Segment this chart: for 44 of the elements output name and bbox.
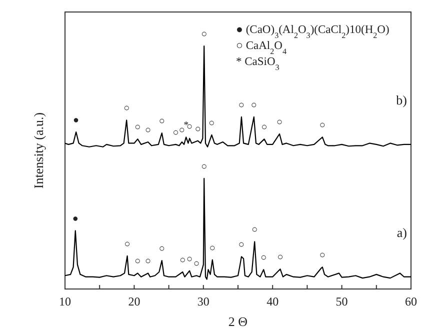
annotation: ○ bbox=[250, 99, 257, 110]
annotation: ○ bbox=[201, 160, 208, 172]
annotation: ○ bbox=[238, 99, 244, 110]
annotation: ○ bbox=[180, 254, 186, 266]
annotation: ○ bbox=[178, 124, 185, 136]
annotation: ○ bbox=[319, 120, 326, 131]
x-tick-label: 10 bbox=[59, 294, 71, 309]
annotation: ○ bbox=[208, 117, 215, 128]
text: b) bbox=[396, 92, 407, 108]
annotation: ○ bbox=[124, 102, 130, 114]
annotation: ○ bbox=[186, 120, 193, 132]
annotation: ○ bbox=[194, 123, 201, 134]
annotation: ○ bbox=[124, 238, 130, 250]
x-tick-label: 40 bbox=[266, 294, 279, 309]
x-tick-label: 50 bbox=[336, 294, 348, 309]
x-tick-label: 30 bbox=[197, 294, 210, 309]
annotation: ○ bbox=[238, 239, 244, 250]
annotation: ○ bbox=[209, 242, 216, 254]
x-tick-label: 60 bbox=[405, 294, 417, 309]
x-axis-title: 2 Θ bbox=[228, 314, 248, 329]
x-tick-label: 20 bbox=[128, 294, 140, 309]
annotation: ○ bbox=[186, 253, 193, 264]
annotation: ○ bbox=[261, 122, 268, 133]
annotation: ○ bbox=[260, 252, 267, 264]
annotation: ○ bbox=[145, 124, 152, 136]
annotation: ○ bbox=[277, 252, 284, 263]
text: a) bbox=[396, 224, 407, 240]
annotation: ○ bbox=[158, 243, 165, 254]
annotation: ○ bbox=[145, 256, 152, 267]
annotation: ○ bbox=[201, 28, 208, 40]
annotation: ○ bbox=[193, 258, 200, 270]
annotation: ○ bbox=[252, 224, 258, 236]
annotation: ● bbox=[72, 213, 78, 224]
annotation: ○ bbox=[172, 126, 179, 138]
annotation: ○ bbox=[134, 122, 141, 133]
annotation: ● bbox=[73, 114, 80, 126]
annotation: ○ bbox=[276, 116, 283, 128]
annotation: ○ bbox=[158, 116, 165, 127]
y-axis-title: Intensity (a.u.) bbox=[31, 112, 46, 189]
annotation: ○ bbox=[134, 256, 141, 267]
annotation: ○ CaAl$_{2}$O$_{4}$ bbox=[236, 40, 286, 56]
annotation: * CaSiO$_{3}$ bbox=[236, 56, 280, 72]
annotation: ○ bbox=[319, 250, 326, 261]
text: ● (CaO)$_{3}$(Al$_{2}$O$_{3}$)(CaCl$_{2}$)10(H$_{2}$O) bbox=[236, 24, 390, 40]
